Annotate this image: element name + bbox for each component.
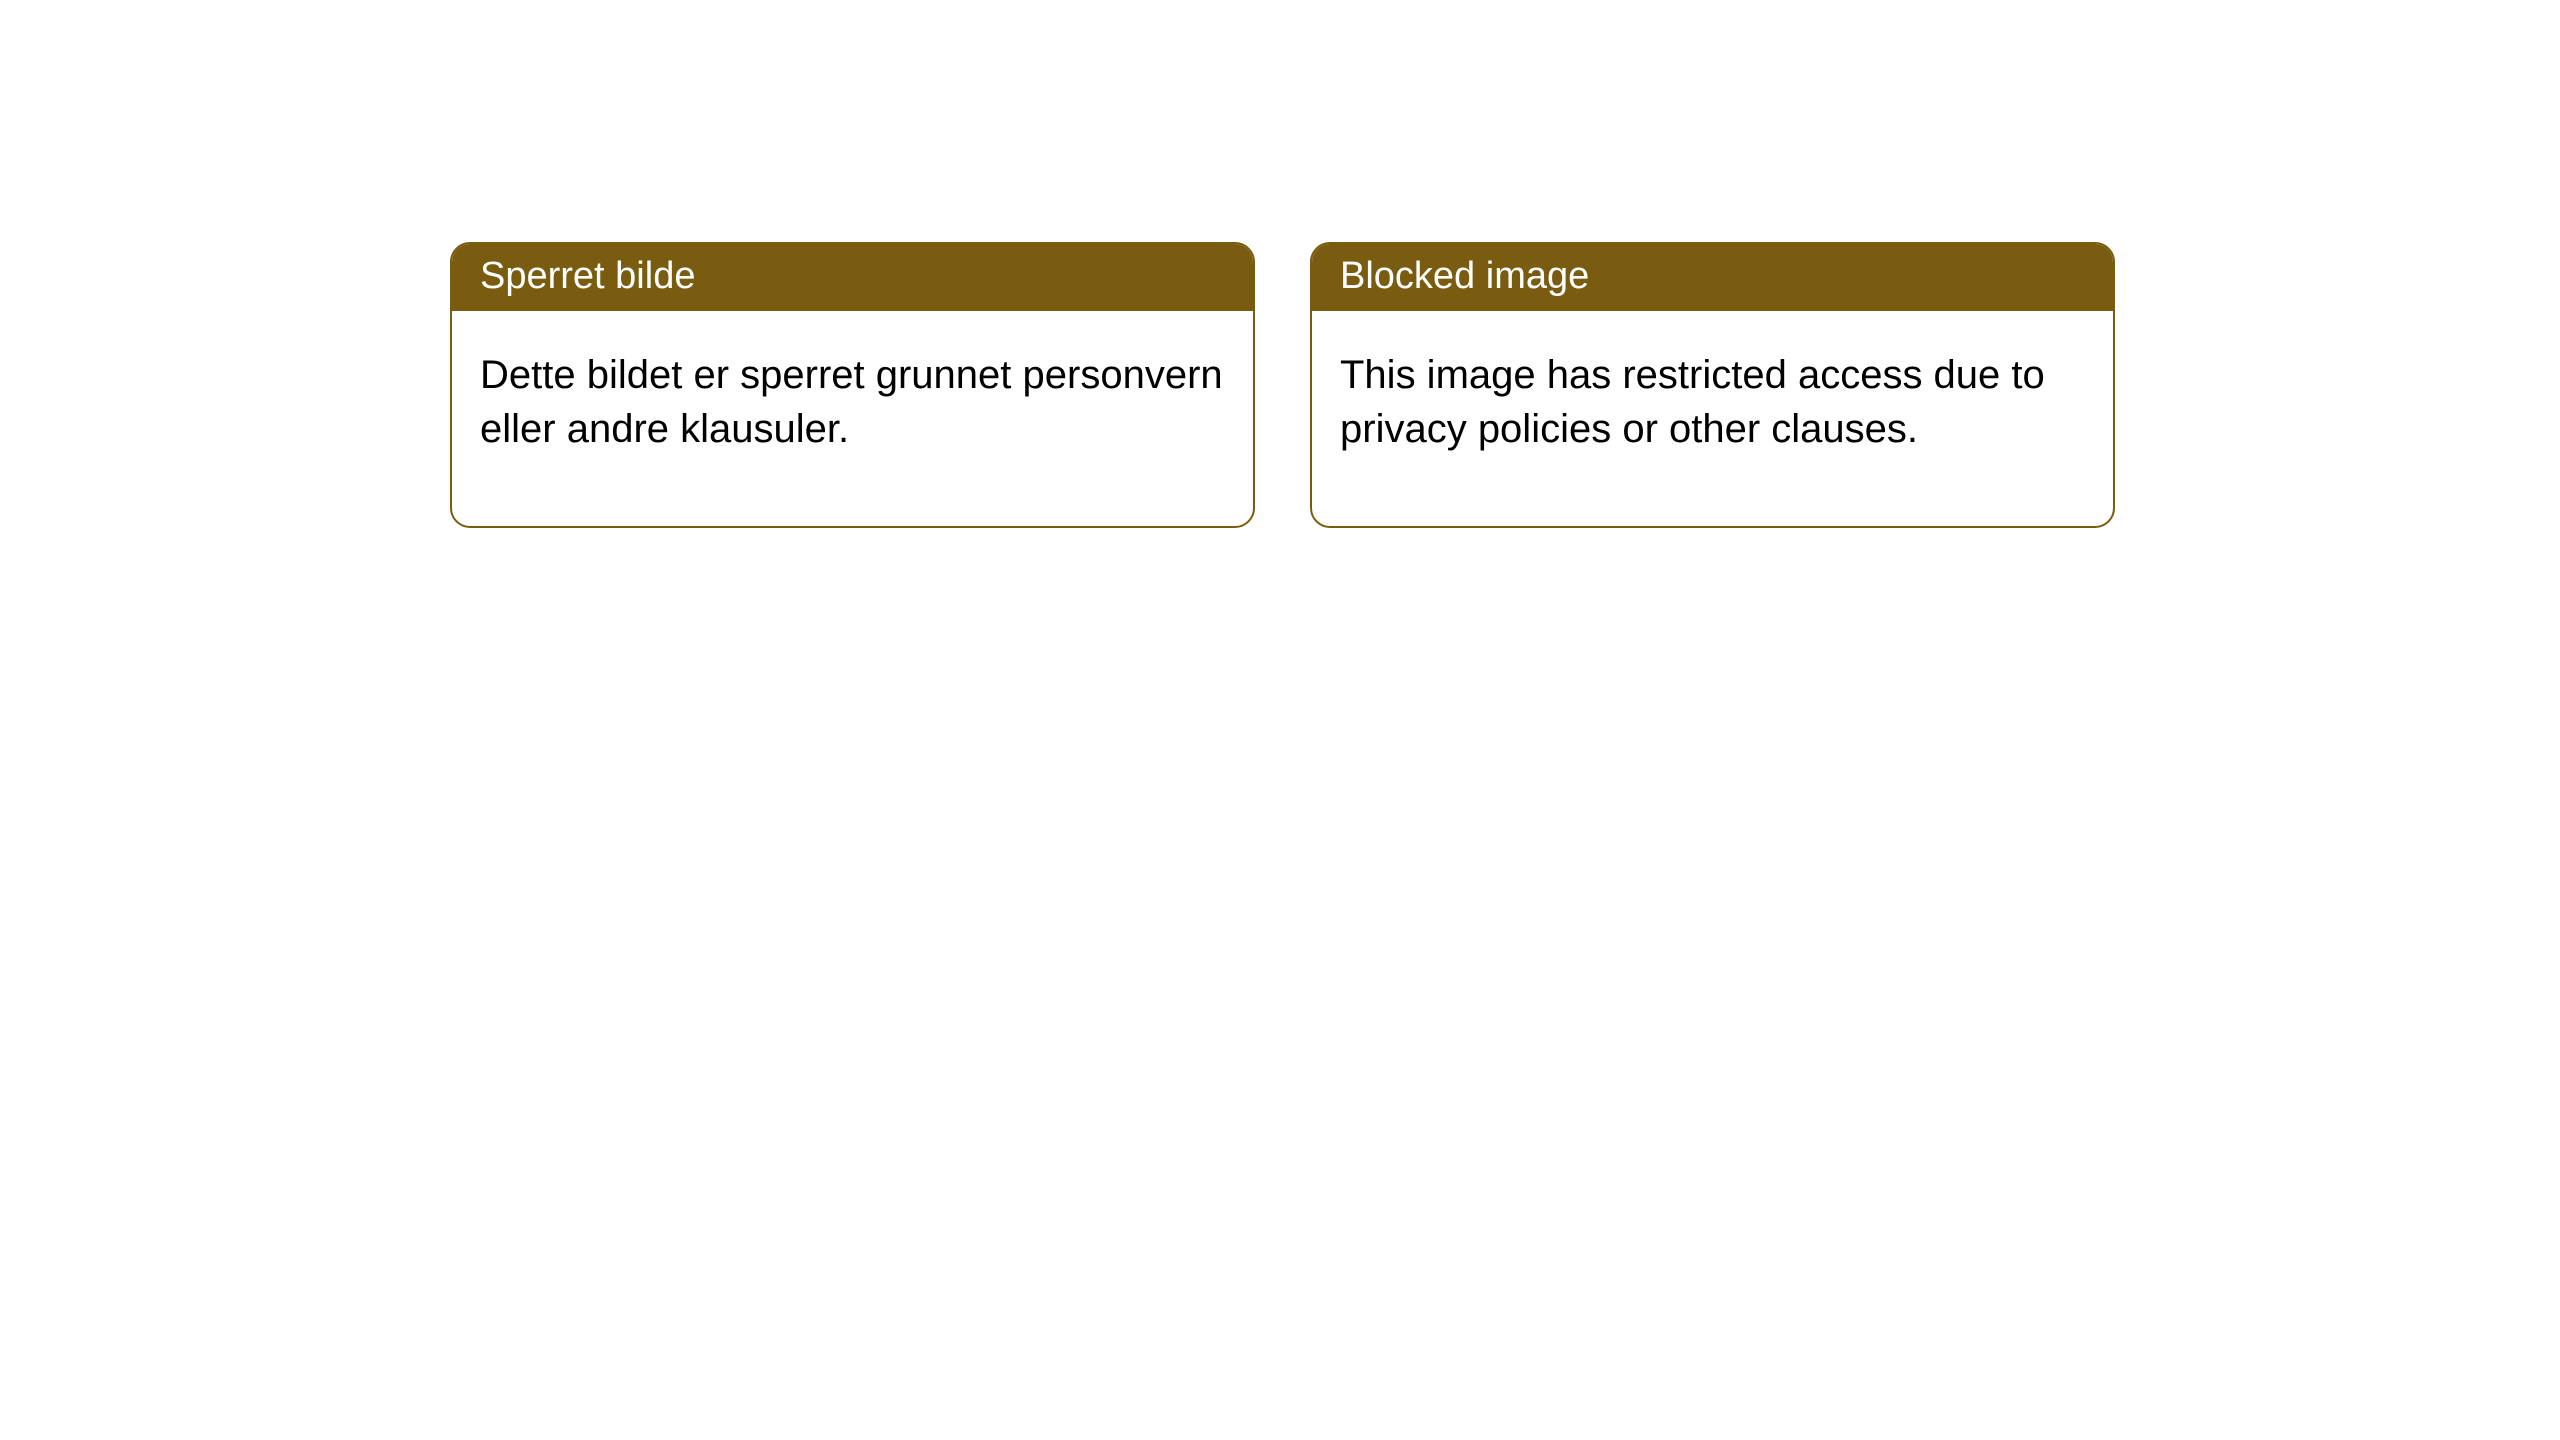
notice-card-norwegian: Sperret bilde Dette bildet er sperret gr… [450,242,1255,528]
notice-body: This image has restricted access due to … [1312,311,2113,525]
notice-card-english: Blocked image This image has restricted … [1310,242,2115,528]
notice-title: Sperret bilde [452,244,1253,311]
notice-title: Blocked image [1312,244,2113,311]
notice-body: Dette bildet er sperret grunnet personve… [452,311,1253,525]
notice-container: Sperret bilde Dette bildet er sperret gr… [450,242,2115,528]
